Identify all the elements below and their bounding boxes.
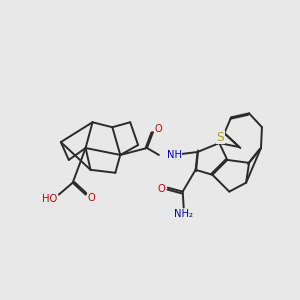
- Text: O: O: [88, 193, 95, 202]
- Text: NH: NH: [167, 150, 182, 160]
- Text: HO: HO: [42, 194, 57, 203]
- Text: O: O: [157, 184, 165, 194]
- Text: NH: NH: [167, 150, 182, 160]
- Text: NH₂: NH₂: [174, 209, 193, 219]
- Text: S: S: [217, 130, 224, 144]
- Text: O: O: [155, 124, 163, 134]
- Text: NH₂: NH₂: [174, 209, 193, 219]
- Text: S: S: [217, 130, 224, 144]
- Text: O: O: [88, 193, 95, 202]
- Text: O: O: [157, 184, 165, 194]
- Text: O: O: [155, 124, 163, 134]
- Text: HO: HO: [42, 194, 57, 203]
